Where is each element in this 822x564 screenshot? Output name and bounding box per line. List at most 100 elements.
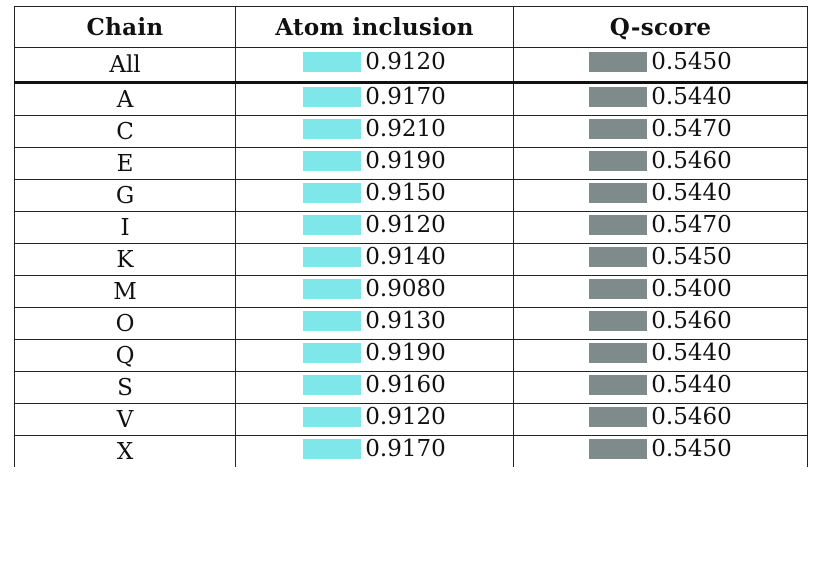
q-score-bar [589,52,648,73]
q-score-bar [589,151,648,172]
chain-cell: C [14,115,236,148]
atom-inclusion-cell: 0.9120 [235,403,514,436]
q-score-value: 0.5460 [651,147,732,174]
header-row: Chain Atom inclusion Q-score [14,6,808,48]
table-row: All 0.9120 0.5450 [14,47,808,84]
table-row: E 0.9190 0.5460 [14,147,808,180]
q-score-bar [589,87,648,108]
table-row: V 0.9120 0.5460 [14,403,808,436]
q-score-cell: 0.5440 [513,339,808,372]
q-score-cell: 0.5470 [513,115,808,148]
chain-cell: Q [14,339,236,372]
q-score-value: 0.5460 [651,307,732,334]
q-score-cell: 0.5450 [513,243,808,276]
atom-inclusion-cell: 0.9120 [235,47,514,84]
table-row: Q 0.9190 0.5440 [14,339,808,372]
atom-inclusion-cell: 0.9190 [235,147,514,180]
q-score-bar [589,375,648,396]
atom-inclusion-value: 0.9120 [365,48,446,75]
header-atom-inclusion: Atom inclusion [235,6,514,48]
atom-inclusion-value: 0.9130 [365,307,446,334]
atom-inclusion-bar [303,215,362,236]
q-score-value: 0.5450 [651,48,732,75]
chain-cell: M [14,275,236,308]
chain-cell: I [14,211,236,244]
table-row: S 0.9160 0.5440 [14,371,808,404]
chain-cell: G [14,179,236,212]
atom-inclusion-bar [303,343,362,364]
atom-inclusion-value: 0.9210 [365,115,446,142]
q-score-value: 0.5400 [651,275,732,302]
q-score-bar [589,439,648,460]
q-score-value: 0.5460 [651,403,732,430]
atom-inclusion-bar [303,439,362,460]
header-chain: Chain [14,6,236,48]
q-score-cell: 0.5460 [513,307,808,340]
atom-inclusion-bar [303,52,362,73]
table-row: C 0.9210 0.5470 [14,115,808,148]
atom-inclusion-bar [303,247,362,268]
atom-inclusion-cell: 0.9140 [235,243,514,276]
q-score-cell: 0.5440 [513,82,808,116]
q-score-value: 0.5440 [651,83,732,110]
q-score-cell: 0.5460 [513,147,808,180]
q-score-cell: 0.5400 [513,275,808,308]
atom-inclusion-bar [303,407,362,428]
atom-inclusion-value: 0.9120 [365,211,446,238]
atom-inclusion-bar [303,151,362,172]
atom-inclusion-value: 0.9140 [365,243,446,270]
atom-inclusion-cell: 0.9120 [235,211,514,244]
atom-inclusion-bar [303,119,362,140]
q-score-value: 0.5440 [651,339,732,366]
table-row: I 0.9120 0.5470 [14,211,808,244]
q-score-bar [589,407,648,428]
q-score-cell: 0.5460 [513,403,808,436]
q-score-bar [589,247,648,268]
q-score-bar [589,215,648,236]
atom-inclusion-bar [303,311,362,332]
table-body: All 0.9120 0.5450 A 0.9170 0.5440 C 0.9210 0.547… [14,47,808,467]
q-score-value: 0.5440 [651,179,732,206]
atom-inclusion-value: 0.9150 [365,179,446,206]
atom-inclusion-cell: 0.9130 [235,307,514,340]
table-row: M 0.9080 0.5400 [14,275,808,308]
q-score-bar [589,311,648,332]
q-score-value: 0.5440 [651,371,732,398]
chain-cell: A [14,82,236,116]
atom-inclusion-bar [303,87,362,108]
atom-inclusion-bar [303,183,362,204]
atom-inclusion-bar [303,279,362,300]
chain-cell: All [14,47,236,84]
atom-inclusion-bar [303,375,362,396]
q-score-value: 0.5470 [651,211,732,238]
atom-inclusion-value: 0.9160 [365,371,446,398]
table-row: X 0.9170 0.5450 [14,435,808,467]
atom-inclusion-cell: 0.9170 [235,435,514,467]
table-row: G 0.9150 0.5440 [14,179,808,212]
table-row: O 0.9130 0.5460 [14,307,808,340]
q-score-cell: 0.5470 [513,211,808,244]
atom-inclusion-cell: 0.9210 [235,115,514,148]
q-score-bar [589,183,648,204]
q-score-bar [589,119,648,140]
q-score-bar [589,279,648,300]
chain-cell: S [14,371,236,404]
chain-cell: K [14,243,236,276]
table-row: K 0.9140 0.5450 [14,243,808,276]
atom-inclusion-value: 0.9190 [365,339,446,366]
chain-cell: V [14,403,236,436]
atom-inclusion-cell: 0.9150 [235,179,514,212]
q-score-cell: 0.5450 [513,435,808,467]
q-score-bar [589,343,648,364]
q-score-value: 0.5450 [651,243,732,270]
validation-table: Chain Atom inclusion Q-score All 0.9120 0.… [14,6,808,467]
atom-inclusion-value: 0.9120 [365,403,446,430]
atom-inclusion-value: 0.9190 [365,147,446,174]
chain-cell: X [14,435,236,467]
q-score-cell: 0.5440 [513,179,808,212]
q-score-value: 0.5470 [651,115,732,142]
chain-cell: E [14,147,236,180]
q-score-cell: 0.5450 [513,47,808,84]
atom-inclusion-cell: 0.9190 [235,339,514,372]
q-score-cell: 0.5440 [513,371,808,404]
